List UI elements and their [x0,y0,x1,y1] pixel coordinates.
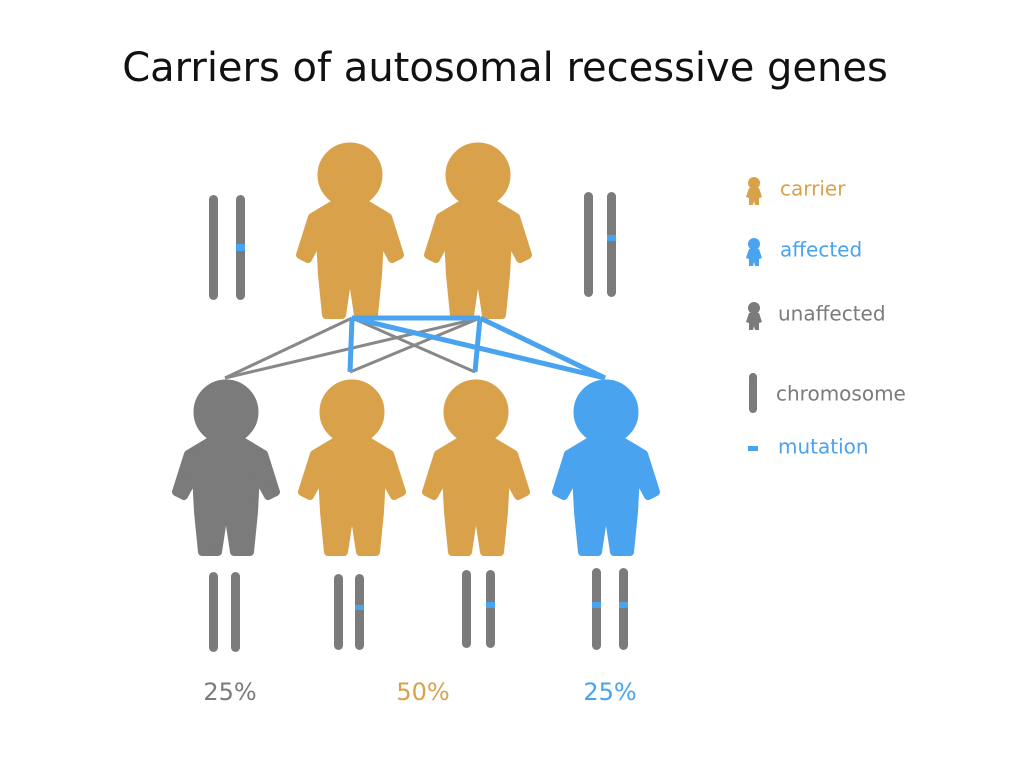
child-carrier [426,380,526,552]
child-affected [556,380,656,552]
legend-icon [749,373,757,413]
parent-chromosomes [209,192,616,300]
percentage: 25% [203,678,256,706]
legend: carrier affected unaffected chromosome m… [746,177,906,459]
legend-label: chromosome [776,382,906,406]
percentage: 50% [396,678,449,706]
parent-carrier [428,143,528,315]
legend-icon [748,446,758,451]
percentage: 25% [583,678,636,706]
parent-carrier [300,143,400,315]
legend-label: affected [780,238,862,262]
mutation-lines [347,315,607,381]
legend-label: mutation [778,435,869,459]
child-chromosomes [209,568,628,652]
legend-icon [746,302,762,330]
title: Carriers of autosomal recessive genes [122,45,888,91]
legend-label: unaffected [778,302,886,326]
legend-label: carrier [780,177,846,201]
legend-icon [746,177,762,205]
legend-icon [746,238,762,266]
child-unaffected [176,380,276,552]
child-carrier [302,380,402,552]
